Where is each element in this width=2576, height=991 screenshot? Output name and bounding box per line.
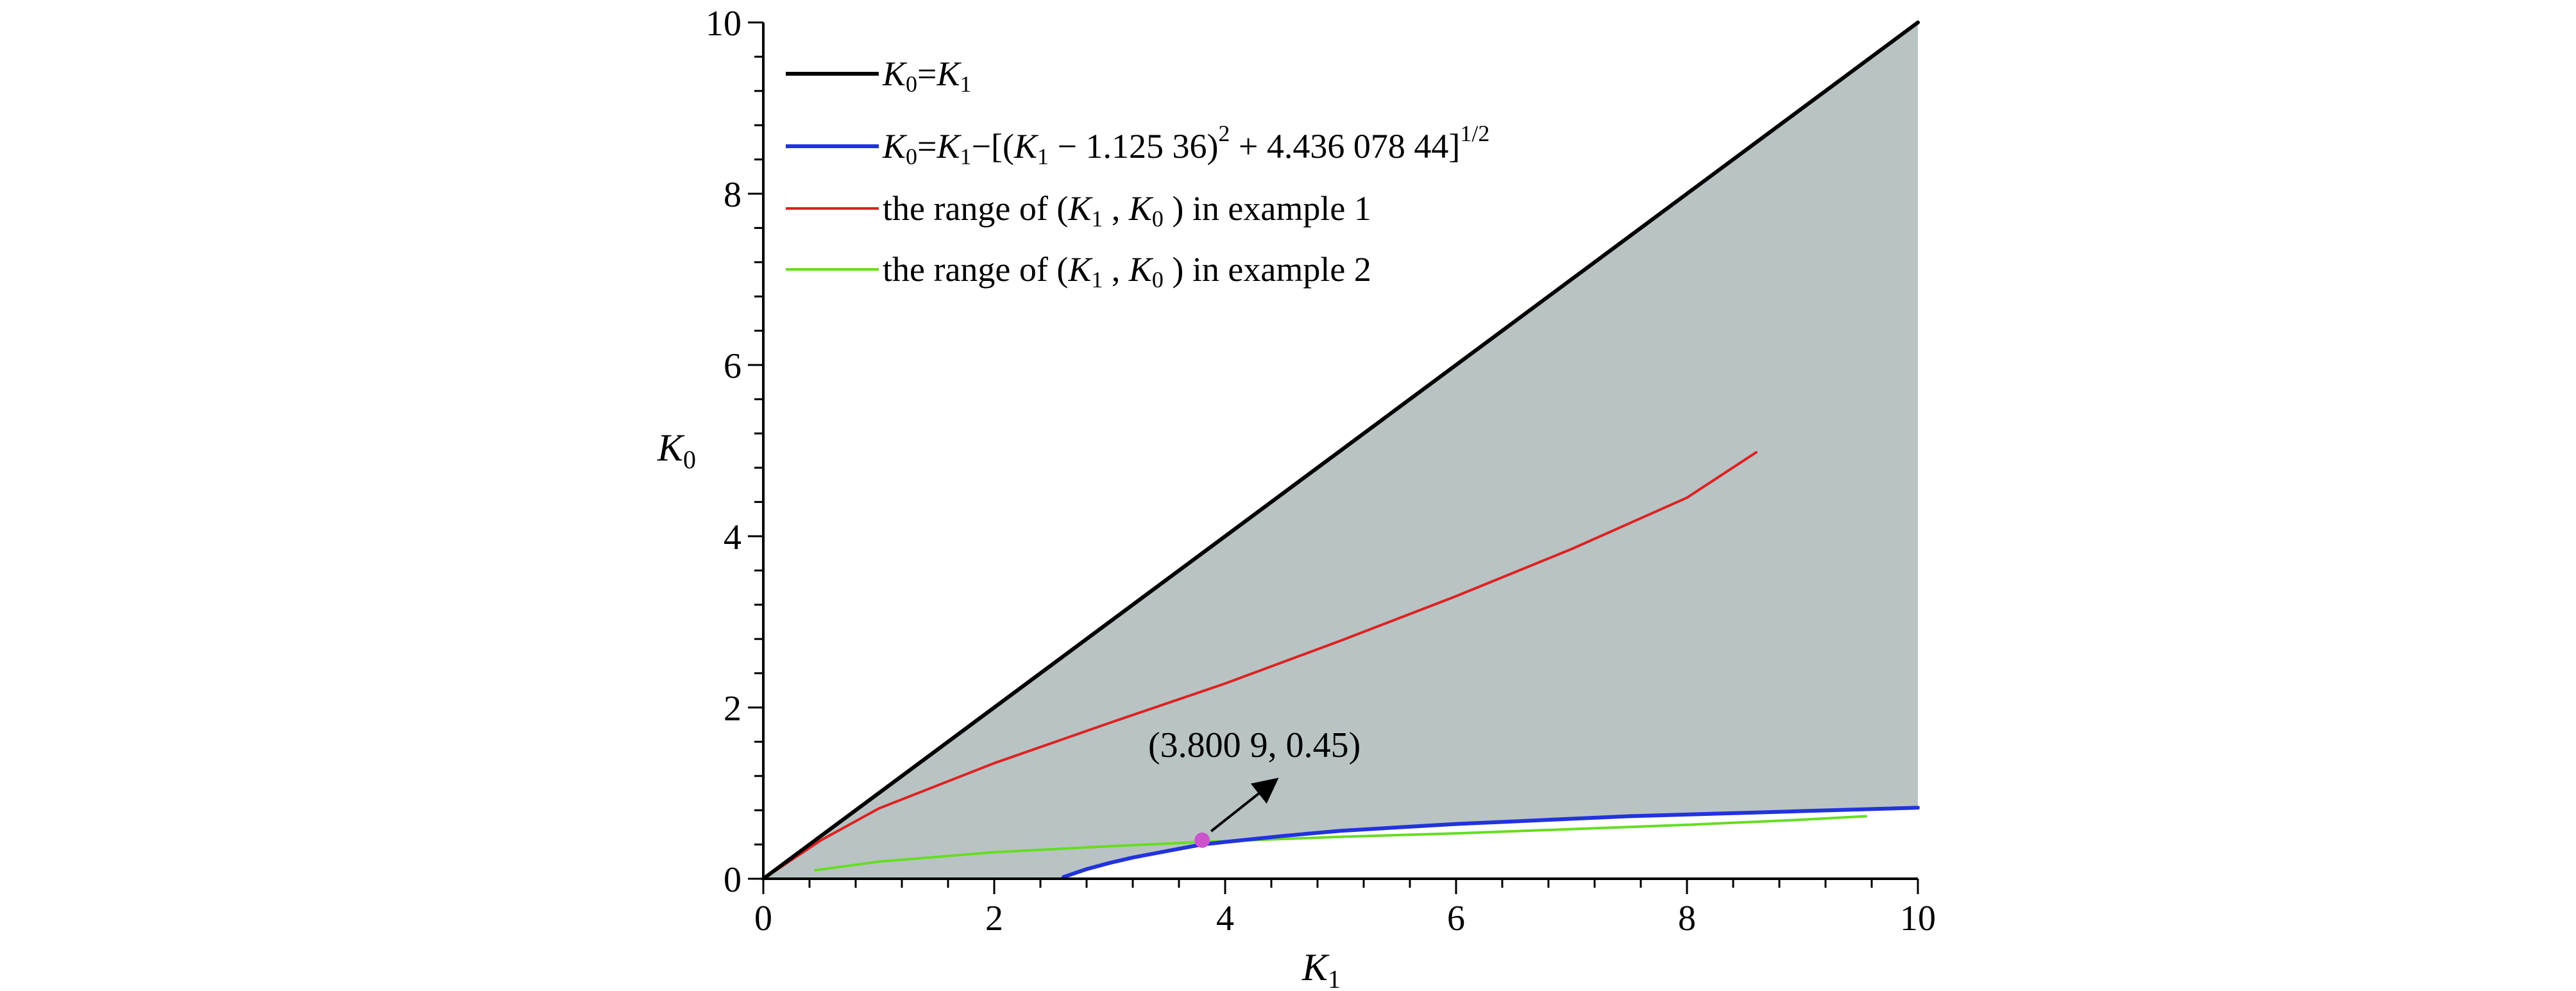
series-line-example1	[762, 451, 1758, 880]
series-line-example2	[814, 815, 1867, 872]
y-tick-label: 2	[724, 689, 741, 729]
legend: K0​=K1​ K0​=K1​−[(K1​ − 1.125 36)2​ + 4.4…	[786, 55, 1489, 292]
y-tick-label: 6	[724, 346, 741, 386]
series-lines	[761, 21, 1920, 881]
y-tick-label: 0	[724, 860, 741, 900]
legend-entry-example1: the range of (K1​ , K0​ ) in example 1	[786, 189, 1371, 232]
annotation-point	[1194, 832, 1210, 848]
series-line-k0_eq_k1	[761, 21, 1920, 881]
legend-label: K0​=K1​	[882, 55, 972, 97]
x-tick-label: 8	[1678, 899, 1696, 938]
axes: 0 2 4 6 8 10 0 2 4 6 8 10	[706, 4, 1936, 938]
x-tick-label: 0	[754, 899, 772, 938]
legend-label: the range of (K1​ , K0​ ) in example 2	[883, 250, 1371, 292]
legend-entry-boundary: K0​=K1​−[(K1​ − 1.125 36)2​ + 4.436 078 …	[786, 121, 1489, 169]
y-tick-label: 10	[706, 4, 741, 44]
y-axis-label: K0	[657, 427, 696, 474]
x-tick-label: 6	[1447, 899, 1465, 938]
y-tick-label: 4	[724, 518, 741, 557]
x-tick-label: 4	[1216, 899, 1234, 938]
annotation-arrow	[1210, 777, 1279, 833]
series-line-boundary	[1062, 806, 1920, 879]
y-tick-label: 8	[724, 175, 741, 215]
annotation-label: (3.800 9, 0.45)	[1148, 725, 1360, 765]
x-tick-label: 2	[985, 899, 1003, 938]
annotation: (3.800 9, 0.45)	[1148, 725, 1360, 848]
legend-label: the range of (K1​ , K0​ ) in example 1	[883, 189, 1371, 232]
x-axis-label: K1	[1301, 946, 1341, 991]
legend-entry-example2: the range of (K1​ , K0​ ) in example 2	[786, 250, 1371, 292]
legend-label: K0​=K1​−[(K1​ − 1.125 36)2​ + 4.436 078 …	[882, 121, 1489, 169]
x-tick-label: 10	[1900, 899, 1936, 938]
legend-entry-k0_eq_k1: K0​=K1​	[786, 55, 972, 97]
